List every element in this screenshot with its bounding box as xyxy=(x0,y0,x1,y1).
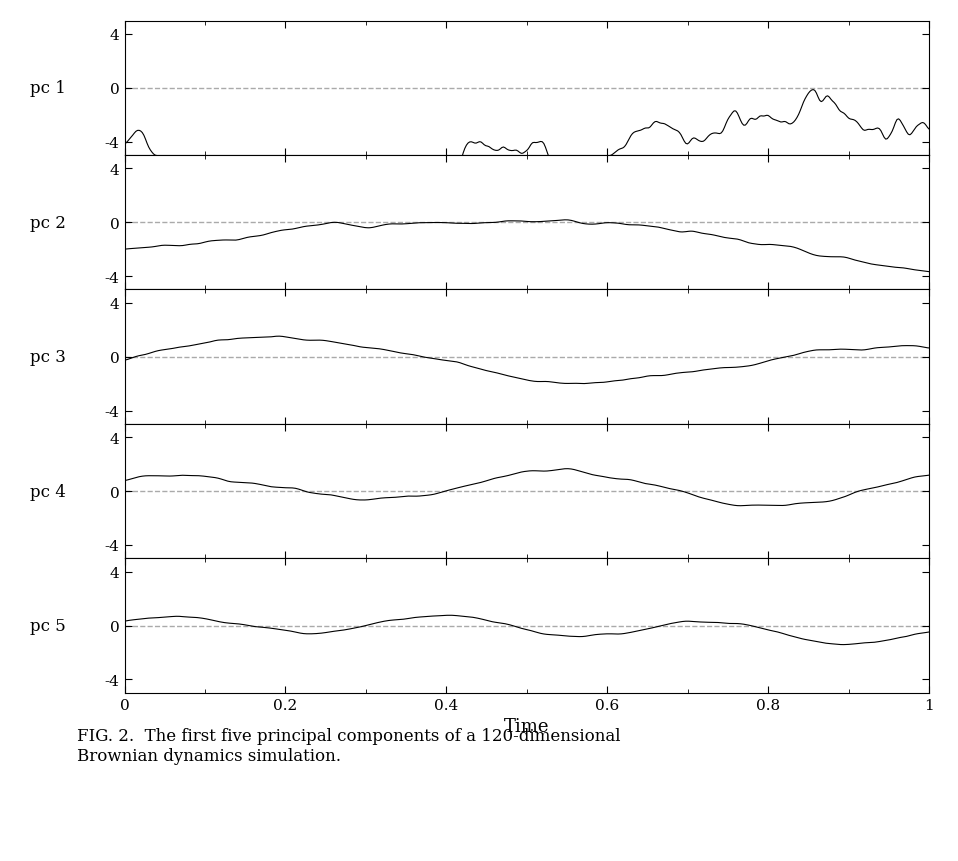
Y-axis label: pc 5: pc 5 xyxy=(30,617,66,635)
Y-axis label: pc 4: pc 4 xyxy=(30,483,66,500)
X-axis label: Time: Time xyxy=(504,717,550,735)
Y-axis label: pc 2: pc 2 xyxy=(30,214,66,232)
Y-axis label: pc 1: pc 1 xyxy=(30,80,66,97)
Text: FIG. 2.  The first five principal components of a 120-dimensional
Brownian dynam: FIG. 2. The first five principal compone… xyxy=(77,728,620,764)
Y-axis label: pc 3: pc 3 xyxy=(30,349,66,366)
